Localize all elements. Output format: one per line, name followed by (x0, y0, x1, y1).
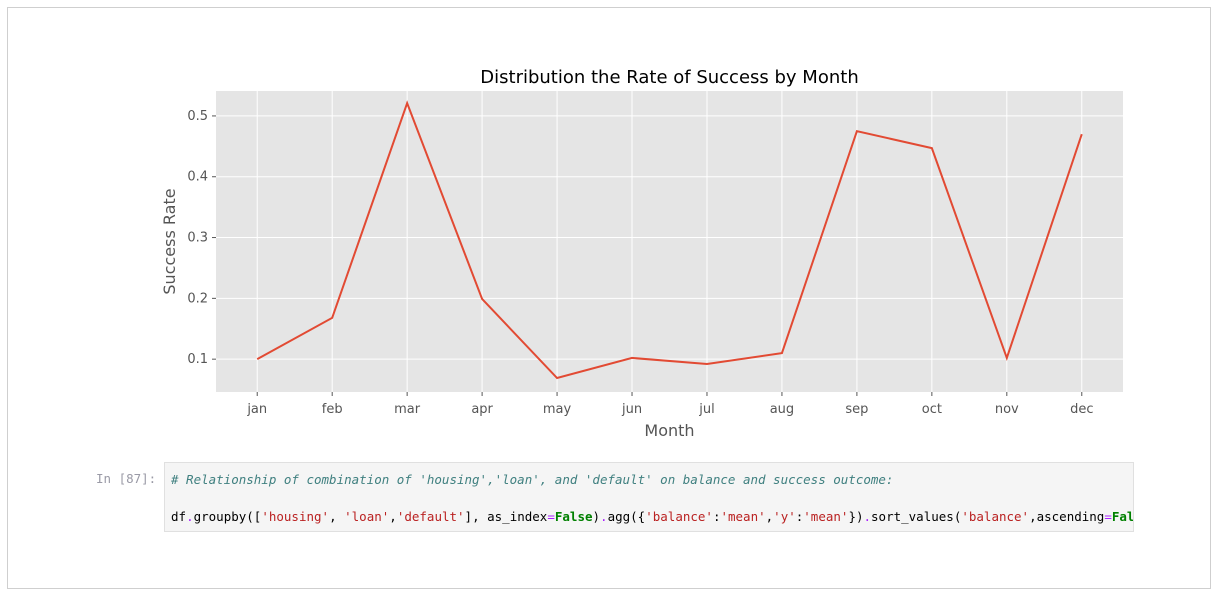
code-token: , (389, 509, 397, 524)
code-token: df (171, 509, 186, 524)
y-tick-label: 0.2 (187, 291, 208, 306)
code-token: 'balance' (961, 509, 1029, 524)
x-tick-label: jan (246, 402, 267, 417)
x-axis-label: Month (644, 421, 694, 440)
code-token: 'mean' (803, 509, 848, 524)
chart-title: Distribution the Rate of Success by Mont… (480, 67, 858, 88)
cell-prompt: In [87]: (96, 471, 156, 486)
code-line: df.groupby(['housing', 'loan','default']… (171, 509, 1134, 524)
y-tick-label: 0.1 (187, 352, 208, 367)
code-token: 'housing' (261, 509, 329, 524)
code-token: . (600, 509, 608, 524)
code-token: . (864, 509, 872, 524)
y-tick-label: 0.3 (187, 231, 208, 246)
x-tick-label: jul (698, 402, 714, 417)
code-comment: # Relationship of combination of 'housin… (171, 472, 893, 487)
code-token: agg({ (608, 509, 646, 524)
plot-area (216, 91, 1123, 392)
code-token: 'y' (773, 509, 796, 524)
code-token: 'mean' (720, 509, 765, 524)
code-token: groupby([ (194, 509, 262, 524)
code-token: False (1112, 509, 1134, 524)
x-tick-label: nov (995, 402, 1019, 417)
code-token: ) (593, 509, 601, 524)
x-tick-label: jun (621, 402, 642, 417)
code-token: ], as_index (465, 509, 548, 524)
code-token: 'balance' (645, 509, 713, 524)
code-token: = (1104, 509, 1112, 524)
x-tick-label: feb (322, 402, 343, 417)
code-token: }) (848, 509, 863, 524)
x-tick-label: may (543, 402, 572, 417)
y-tick-label: 0.5 (187, 109, 208, 124)
code-token: ,ascending (1029, 509, 1104, 524)
code-token: 'default' (397, 509, 465, 524)
x-tick-label: oct (922, 402, 942, 417)
code-token: 'loan' (344, 509, 389, 524)
y-tick-label: 0.4 (187, 170, 208, 185)
code-token: , (329, 509, 344, 524)
x-tick-label: sep (845, 402, 868, 417)
y-axis-label: Success Rate (160, 188, 179, 294)
x-tick-label: aug (770, 402, 794, 417)
code-token: sort_values( (871, 509, 961, 524)
x-tick-label: apr (471, 402, 493, 417)
x-tick-label: dec (1070, 402, 1093, 417)
line-chart: 0.1 0.2 0.3 0.4 0.5 jan feb mar apr may jun jul aug s… (0, 0, 1217, 460)
x-tick-label: mar (394, 402, 421, 417)
code-token: = (547, 509, 555, 524)
code-cell[interactable]: # Relationship of combination of 'housin… (164, 462, 1134, 532)
code-token: . (186, 509, 194, 524)
code-token: False (555, 509, 593, 524)
